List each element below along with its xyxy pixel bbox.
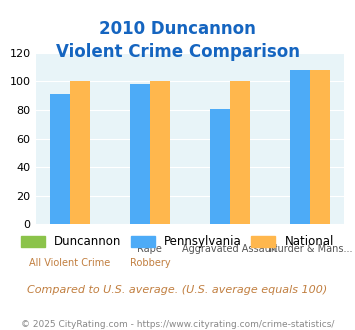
Text: All Violent Crime: All Violent Crime	[29, 258, 110, 268]
Bar	[130, 84, 150, 224]
Text: 2010 Duncannon: 2010 Duncannon	[99, 20, 256, 38]
Bar	[310, 70, 330, 224]
Bar	[210, 109, 230, 224]
Text: Rape: Rape	[137, 244, 162, 254]
Text: Murder & Mans...: Murder & Mans...	[268, 244, 352, 254]
Bar	[290, 70, 310, 224]
Bar	[230, 82, 250, 224]
Text: Robbery: Robbery	[130, 258, 170, 268]
Text: © 2025 CityRating.com - https://www.cityrating.com/crime-statistics/: © 2025 CityRating.com - https://www.city…	[21, 320, 334, 329]
Text: Violent Crime Comparison: Violent Crime Comparison	[55, 43, 300, 61]
Bar	[50, 94, 70, 224]
Bar	[70, 82, 90, 224]
Bar	[150, 82, 170, 224]
Text: Aggravated Assault: Aggravated Assault	[182, 244, 278, 254]
Legend: Duncannon, Pennsylvania, National: Duncannon, Pennsylvania, National	[16, 231, 339, 253]
Text: Compared to U.S. average. (U.S. average equals 100): Compared to U.S. average. (U.S. average …	[27, 285, 328, 295]
